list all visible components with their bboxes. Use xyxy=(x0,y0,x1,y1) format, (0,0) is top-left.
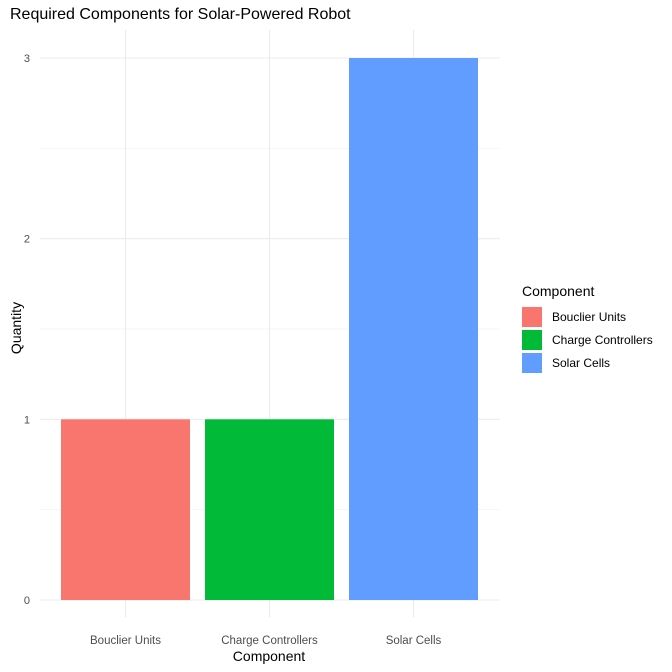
y-tick-labels: 0 1 2 3 xyxy=(24,53,30,607)
legend-item-bouclier-units: Bouclier Units xyxy=(522,305,653,328)
legend-swatch xyxy=(522,306,542,327)
legend-label: Charge Controllers xyxy=(552,332,653,347)
legend-title: Component xyxy=(522,283,595,299)
bar-solar-cells xyxy=(349,58,478,600)
bars xyxy=(61,58,478,600)
x-tick-label: Bouclier Units xyxy=(90,635,161,647)
bar-charge-controllers xyxy=(205,419,334,600)
y-tick-label: 1 xyxy=(24,414,30,426)
chart-title: Required Components for Solar-Powered Ro… xyxy=(10,6,351,23)
legend-label: Bouclier Units xyxy=(552,309,627,324)
legend-item-solar-cells: Solar Cells xyxy=(522,351,653,374)
x-tick-labels: Bouclier Units Charge Controllers Solar Ce… xyxy=(90,635,442,647)
y-tick-label: 0 xyxy=(24,595,30,607)
y-axis-label: Quantity xyxy=(8,301,24,355)
x-tick-label: Charge Controllers xyxy=(221,635,318,647)
x-axis-label: Component xyxy=(232,648,306,664)
bar-bouclier-units xyxy=(61,419,190,600)
y-tick-label: 2 xyxy=(24,234,30,246)
legend-item-charge-controllers: Charge Controllers xyxy=(522,328,653,351)
legend-swatch xyxy=(522,352,542,373)
x-tick-label: Solar Cells xyxy=(386,635,442,647)
y-tick-label: 3 xyxy=(24,53,30,65)
legend-swatch xyxy=(522,329,542,350)
legend-label: Solar Cells xyxy=(552,355,611,370)
legend: Component Bouclier Units Charge Controll… xyxy=(522,283,653,374)
